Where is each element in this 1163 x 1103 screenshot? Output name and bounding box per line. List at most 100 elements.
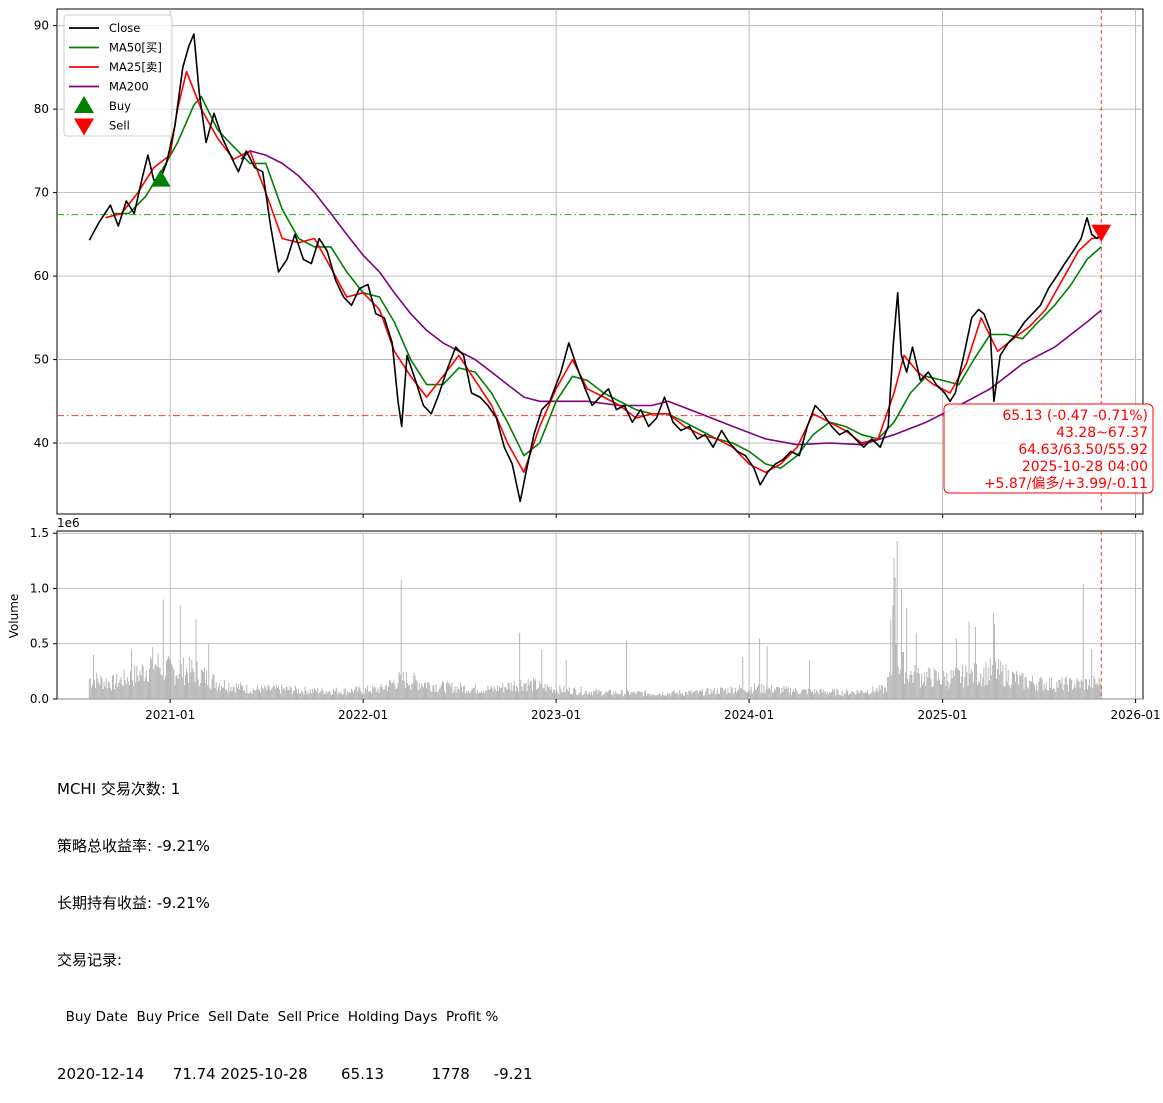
volume-bar: [914, 664, 916, 699]
volume-bar: [937, 672, 939, 699]
volume-bar: [717, 693, 719, 699]
volume-bar: [112, 675, 113, 699]
volume-bar: [636, 691, 638, 699]
volume-bar: [875, 690, 877, 699]
volume-bar: [153, 669, 155, 699]
volume-bar: [617, 693, 619, 699]
volume-bar: [190, 672, 192, 699]
volume-bar: [872, 686, 874, 699]
volume-bar: [524, 684, 526, 699]
volume-bar: [194, 682, 196, 699]
volume-bar: [118, 682, 120, 699]
volume-bar: [1084, 679, 1086, 699]
volume-bar: [472, 688, 474, 699]
volume-bar: [841, 690, 843, 699]
volume-bar: [563, 685, 565, 699]
volume-bar: [592, 695, 594, 699]
volume-bar: [234, 692, 236, 699]
volume-bar: [799, 694, 801, 699]
volume-bar: [303, 694, 305, 699]
volume-bar: [993, 623, 995, 699]
volume-bar: [632, 692, 634, 699]
volume-bar: [915, 632, 917, 699]
volume-bar: [281, 684, 283, 699]
volume-bar: [445, 693, 447, 699]
volume-bar: [582, 695, 584, 699]
volume-bar: [462, 692, 463, 699]
volume-bar: [130, 671, 131, 699]
volume-bar: [333, 688, 334, 699]
volume-bar: [160, 674, 162, 699]
volume-bar: [905, 672, 907, 699]
volume-bar: [581, 695, 583, 699]
volume-bar: [874, 693, 876, 699]
volume-bar: [356, 686, 358, 699]
volume-bar: [177, 679, 179, 699]
volume-bar: [557, 692, 559, 699]
volume-bar: [311, 688, 313, 699]
volume-bar: [760, 692, 762, 699]
volume-bar: [469, 693, 471, 699]
volume-bar: [548, 686, 550, 699]
volume-bar: [578, 693, 580, 699]
volume-bar: [774, 689, 775, 699]
volume-bar: [577, 694, 579, 699]
volume-bar: [949, 683, 951, 699]
volume-bar: [963, 687, 965, 699]
volume-bar: [948, 688, 950, 699]
volume-bar: [443, 682, 444, 699]
volume-bar: [992, 612, 994, 699]
volume-bar: [378, 693, 380, 699]
volume-bar: [193, 671, 195, 699]
volume-bar: [316, 691, 318, 699]
volume-bar: [240, 682, 241, 699]
volume-bar: [631, 691, 633, 699]
volume-bar: [964, 677, 966, 699]
volume-bar: [829, 692, 830, 699]
volume-bar: [789, 688, 791, 699]
volume-bar: [924, 672, 926, 699]
volume-bar: [1090, 687, 1092, 699]
volume-bar: [786, 688, 788, 699]
volume-bar: [410, 689, 412, 699]
volume-bar: [90, 687, 92, 699]
volume-bar: [487, 685, 489, 699]
volume-bar: [379, 687, 381, 699]
volume-bar: [136, 665, 138, 699]
volume-bar: [946, 673, 948, 699]
volume-bar: [818, 694, 820, 699]
volume-bar: [672, 690, 674, 699]
volume-bar: [134, 665, 136, 699]
volume-bar: [583, 693, 585, 699]
volume-bar: [690, 690, 692, 699]
volume-bar: [715, 693, 717, 699]
volume-bar: [272, 686, 274, 699]
volume-bar: [566, 688, 568, 699]
volume-bar: [585, 690, 587, 699]
volume-bar: [996, 678, 997, 699]
volume-bar: [103, 681, 105, 699]
volume-bar: [886, 692, 888, 699]
volume-bar: [977, 685, 978, 699]
price-y-tick-label: 50: [34, 353, 49, 367]
volume-bar: [421, 686, 423, 699]
volume-bar: [916, 672, 918, 699]
volume-bar: [174, 684, 176, 699]
volume-bar: [951, 678, 953, 699]
volume-bar: [432, 685, 434, 699]
volume-bar: [684, 695, 686, 699]
volume-bar: [750, 686, 752, 699]
volume-bar: [896, 540, 898, 699]
volume-bar: [1079, 687, 1081, 699]
volume-bar: [492, 690, 494, 699]
volume-axes-frame: [56, 530, 1144, 700]
volume-bar: [99, 684, 101, 699]
volume-bar: [651, 694, 653, 699]
volume-bar: [208, 643, 210, 699]
volume-bar: [613, 691, 615, 699]
volume-bar: [575, 689, 577, 699]
volume-bar: [220, 685, 222, 699]
volume-bar: [674, 693, 676, 699]
volume-bar: [558, 694, 560, 699]
volume-bar: [980, 673, 982, 699]
